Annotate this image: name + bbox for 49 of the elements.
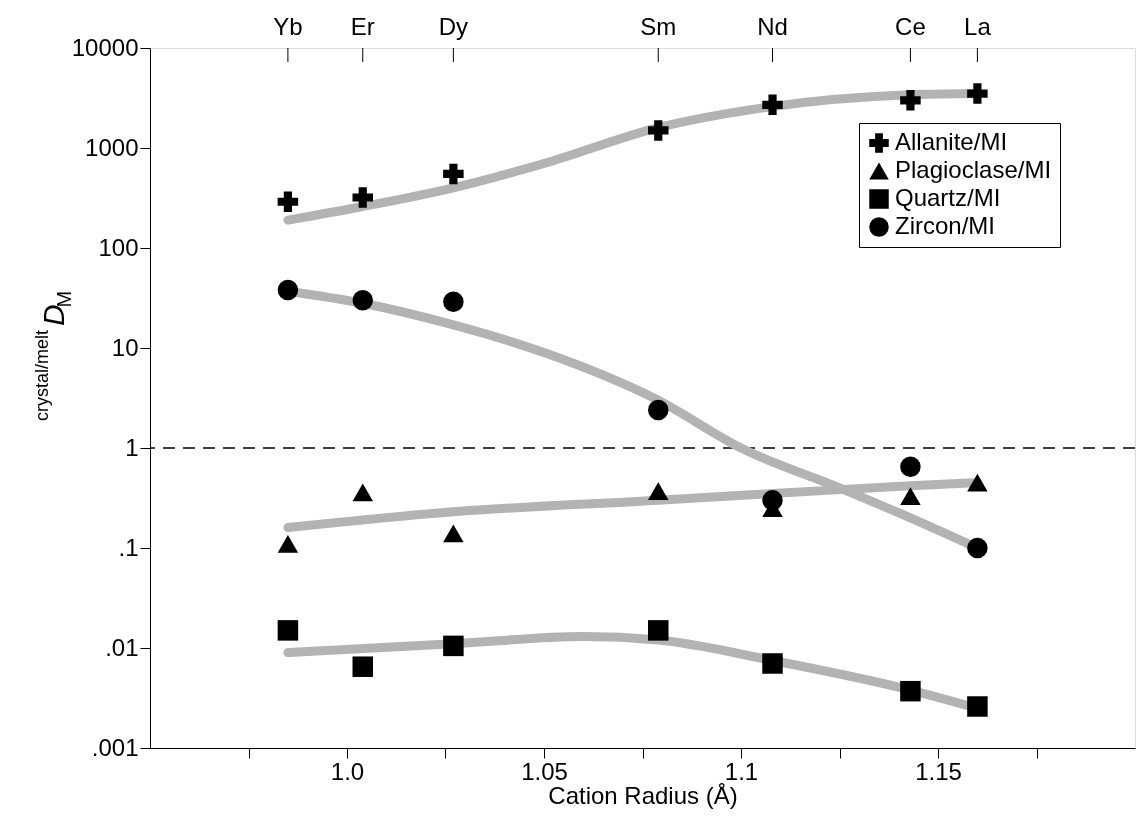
annotation: Yb <box>273 13 303 40</box>
y-tick-label: 100 <box>98 233 139 261</box>
annotation: Nd <box>757 13 788 40</box>
legend-label: Zircon/MI <box>895 212 996 239</box>
point <box>900 680 921 702</box>
point <box>648 399 669 421</box>
point <box>900 90 921 111</box>
point <box>967 83 988 104</box>
annotation: La <box>964 13 992 40</box>
point <box>352 187 374 208</box>
point <box>967 473 988 492</box>
y-tick-label: .1 <box>118 533 139 561</box>
point <box>277 620 299 641</box>
legend-label: Allanite/MI <box>895 128 1008 155</box>
point <box>900 487 921 506</box>
point <box>352 290 374 311</box>
point <box>648 620 669 641</box>
point <box>352 656 374 677</box>
y-axis-title: crystal/meltDM <box>32 290 75 422</box>
point <box>762 653 783 674</box>
point <box>648 482 669 501</box>
point <box>762 94 783 116</box>
point <box>648 120 669 141</box>
y-tick-label: .001 <box>91 733 139 761</box>
legend-label: Plagioclase/MI <box>895 156 1052 183</box>
y-tick-label: 10 <box>111 333 139 361</box>
x-tick-label: 1.15 <box>915 757 962 785</box>
y-tick-label: 1 <box>125 433 139 461</box>
x-tick-label: 1.0 <box>330 757 365 785</box>
point <box>443 291 464 312</box>
point <box>443 163 464 185</box>
point <box>762 490 783 511</box>
point <box>900 456 921 477</box>
annotation: Ce <box>895 13 926 40</box>
y-tick-label: 10000 <box>71 33 139 61</box>
annotation: Er <box>350 13 375 40</box>
point <box>967 696 988 717</box>
point <box>443 524 464 543</box>
point <box>967 537 988 559</box>
point <box>352 483 374 502</box>
point <box>277 191 299 213</box>
point <box>277 279 299 301</box>
annotation: Dy <box>438 13 469 40</box>
point <box>443 635 464 657</box>
point <box>277 534 299 553</box>
legend-label: Quartz/MI <box>895 184 1001 211</box>
y-tick-label: 1000 <box>85 133 139 161</box>
annotation: Sm <box>640 13 677 40</box>
y-tick-label: .01 <box>105 633 139 661</box>
